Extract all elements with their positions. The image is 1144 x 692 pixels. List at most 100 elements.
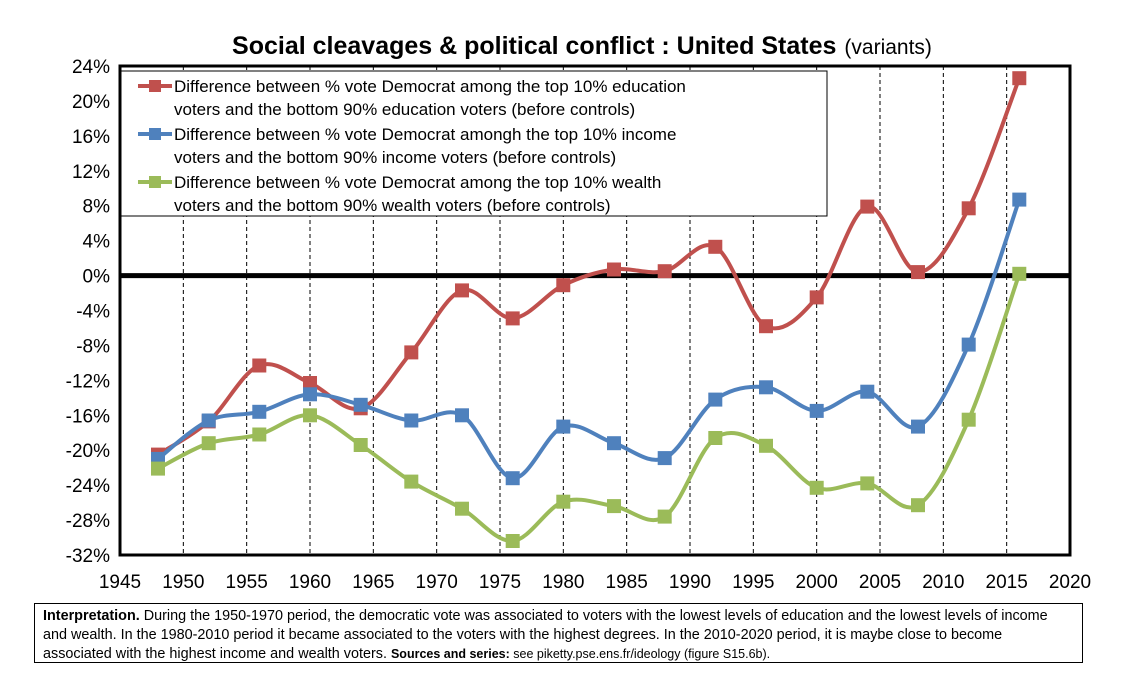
y-tick-label: 0% <box>83 267 111 288</box>
data-point-wealth <box>708 431 723 445</box>
chart-title: Social cleavages & political conflict : … <box>232 32 836 60</box>
data-point-income <box>759 380 773 395</box>
data-point-income <box>708 392 723 407</box>
x-tick-label: 1945 <box>99 572 141 593</box>
legend-swatch-marker <box>149 176 161 188</box>
legend-label: Difference between % vote Democrat among… <box>174 77 686 96</box>
x-tick-label: 1975 <box>479 572 521 593</box>
x-tick-label: 1995 <box>732 572 774 593</box>
legend-item-income: Difference between % vote Democrat among… <box>138 125 676 167</box>
data-point-wealth <box>961 412 976 427</box>
x-axis-ticks: 1945 1950 1955 1960 1965 1970 1975 1980 1985 1990… <box>99 572 1091 593</box>
y-tick-label: -28% <box>66 511 110 532</box>
y-tick-label: -16% <box>66 406 110 427</box>
data-point-income <box>911 419 925 434</box>
data-point-education <box>303 376 317 390</box>
x-tick-label: 1955 <box>226 572 268 593</box>
data-point-income <box>404 413 419 428</box>
x-tick-label: 1960 <box>289 572 331 593</box>
y-tick-label: -32% <box>66 546 110 567</box>
data-point-income <box>1012 192 1027 207</box>
x-tick-label: 1950 <box>162 572 204 593</box>
y-tick-label: -4% <box>76 302 110 323</box>
y-axis-ticks: -32% -28% -24% -20% -16% -12% -8% -4% 0% 4% 8% 12% 1… <box>66 57 110 567</box>
x-tick-label: 2000 <box>796 572 838 593</box>
data-point-education <box>1012 71 1027 86</box>
y-tick-label: 16% <box>72 127 110 148</box>
data-point-income <box>556 419 571 434</box>
data-point-education <box>911 265 925 280</box>
data-point-wealth <box>556 494 571 509</box>
legend-item-wealth: Difference between % vote Democrat among… <box>138 173 661 215</box>
legend-label: Difference between % vote Democrat among… <box>174 125 676 144</box>
x-tick-label: 1980 <box>542 572 584 593</box>
y-tick-label: -20% <box>66 441 110 462</box>
y-tick-label: 8% <box>83 197 111 218</box>
sources-text: see piketty.pse.ens.fr/ideology (figure … <box>509 647 771 661</box>
series-wealth <box>151 266 1027 548</box>
chart-subtitle: (variants) <box>844 36 932 59</box>
interpretation-text: During the 1950-1970 period, the democra… <box>43 608 1048 662</box>
data-point-wealth <box>607 499 621 514</box>
data-point-income <box>455 408 469 423</box>
data-point-wealth <box>201 436 216 451</box>
svg-text:Social cleavages & political c: Social cleavages & political conflict : … <box>232 32 932 60</box>
data-point-education <box>404 345 419 360</box>
data-point-wealth <box>303 408 317 423</box>
data-point-wealth <box>353 438 368 452</box>
chart: Social cleavages & political conflict : … <box>66 32 1092 593</box>
legend-label: Difference between % vote Democrat among… <box>174 173 661 192</box>
y-tick-label: -8% <box>76 336 110 357</box>
data-point-wealth <box>455 501 469 516</box>
x-tick-label: 2015 <box>986 572 1028 593</box>
data-point-wealth <box>151 461 165 476</box>
y-tick-label: 24% <box>72 57 110 78</box>
data-point-education <box>252 358 267 373</box>
data-point-income <box>961 337 976 352</box>
data-point-education <box>505 311 520 326</box>
interpretation-note: Interpretation. During the 1950-1970 per… <box>34 603 1083 663</box>
data-point-income <box>353 397 368 412</box>
legend-label: voters and the bottom 90% education vote… <box>174 100 635 119</box>
data-point-education <box>657 264 672 279</box>
y-tick-label: 4% <box>83 232 111 253</box>
data-point-wealth <box>252 427 267 442</box>
x-tick-label: 2020 <box>1049 572 1091 593</box>
data-point-wealth <box>860 476 875 491</box>
y-tick-label: -12% <box>66 371 110 392</box>
data-point-wealth <box>657 509 672 524</box>
x-tick-label: 1990 <box>669 572 711 593</box>
data-point-income <box>505 471 520 486</box>
data-point-wealth <box>404 474 419 489</box>
legend-swatch-marker <box>149 80 161 92</box>
data-point-wealth <box>759 438 773 453</box>
data-point-income <box>607 436 621 451</box>
data-point-education <box>809 290 824 305</box>
data-point-education <box>860 199 875 214</box>
y-tick-label: 12% <box>72 162 110 183</box>
data-point-education <box>607 262 621 277</box>
legend-swatch-marker <box>149 128 161 140</box>
plot-frame <box>118 64 1072 557</box>
data-point-income <box>860 384 875 399</box>
sources-label: Sources and series: <box>390 647 510 661</box>
data-point-income <box>201 413 216 428</box>
x-tick-label: 1970 <box>416 572 458 593</box>
x-tick-label: 1965 <box>352 572 394 593</box>
data-point-income <box>809 403 824 418</box>
data-point-education <box>759 319 773 334</box>
legend-item-education: Difference between % vote Democrat among… <box>138 77 686 119</box>
legend-box <box>120 70 828 217</box>
data-point-education <box>455 283 469 298</box>
legend: Difference between % vote Democrat among… <box>120 70 828 217</box>
data-point-income <box>657 451 672 466</box>
chart-title-group: Social cleavages & political conflict : … <box>232 32 932 60</box>
data-point-wealth <box>911 498 925 513</box>
x-tick-label: 2010 <box>922 572 964 593</box>
data-point-education <box>708 239 723 254</box>
y-tick-label: 20% <box>72 92 110 113</box>
series-line-income <box>156 198 1022 481</box>
series-group <box>151 71 1027 548</box>
x-tick-label: 1985 <box>606 572 648 593</box>
interpretation-label: Interpretation. <box>43 608 140 624</box>
